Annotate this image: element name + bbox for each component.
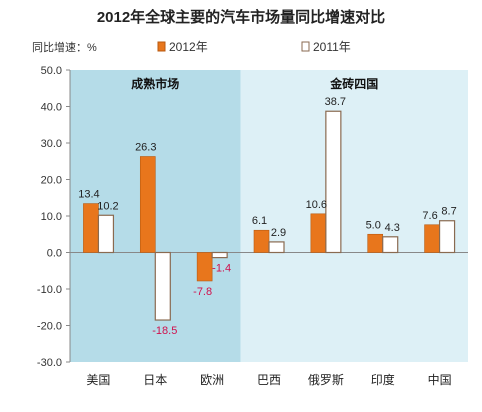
data-label: -7.8 — [193, 286, 212, 298]
category-label: 俄罗斯 — [308, 373, 344, 387]
data-label: -18.5 — [152, 325, 177, 337]
legend-label: 2012年 — [169, 40, 208, 54]
data-label: -1.4 — [212, 263, 231, 275]
bar-2011 — [154, 251, 171, 321]
y-tick-label: -20.0 — [37, 321, 62, 333]
legend-swatch — [301, 41, 310, 52]
y-axis-unit-label: 同比增速：% — [32, 40, 97, 54]
y-tick-label: -10.0 — [37, 284, 62, 296]
category-label: 日本 — [143, 373, 167, 387]
y-tick-label: -30.0 — [37, 357, 62, 369]
y-tick-label: 0.0 — [47, 248, 62, 260]
category-label: 中国 — [428, 372, 452, 387]
legend-label: 2011年 — [313, 40, 351, 54]
y-tick-label: 50.0 — [41, 65, 62, 77]
y-tick-label: 40.0 — [41, 102, 62, 114]
data-label: 38.7 — [325, 96, 346, 108]
data-label: 2.9 — [271, 227, 286, 239]
bar-2011 — [438, 220, 456, 254]
data-label: 5.0 — [366, 219, 381, 231]
bar-2012 — [253, 229, 270, 253]
bar-2011 — [325, 110, 342, 254]
bar-2012 — [367, 233, 384, 253]
plot-area: 成熟市场 金砖四国 50.0 40.0 30.0 20.0 10.0 0.0 -10.0 -20.… — [37, 65, 468, 387]
chart-title: 2012年全球主要的汽车市场量同比增速对比 — [97, 8, 385, 26]
bar-2012 — [424, 224, 440, 253]
group-label: 成熟市场 — [131, 76, 179, 91]
bar-2012 — [310, 213, 327, 253]
category-label: 巴西 — [257, 373, 281, 387]
bar-2011 — [97, 214, 115, 254]
legend-swatch — [157, 41, 166, 52]
bar-2011 — [211, 251, 228, 259]
category-label: 美国 — [86, 373, 110, 387]
legend: 2012年 2011年 — [157, 40, 351, 54]
data-label: 10.2 — [97, 200, 118, 212]
group-label: 金砖四国 — [329, 76, 378, 91]
bar-2012 — [196, 252, 213, 282]
data-label: 8.7 — [441, 206, 456, 218]
bar-2011 — [268, 241, 285, 254]
group-band-2 — [240, 70, 468, 362]
bar-2012 — [139, 156, 156, 253]
y-tick-label: 10.0 — [41, 211, 62, 223]
category-label: 欧洲 — [200, 373, 224, 387]
data-label: 7.6 — [422, 210, 437, 222]
data-label: 10.6 — [306, 199, 327, 211]
data-label: 26.3 — [135, 142, 156, 154]
category-label: 印度 — [371, 372, 395, 387]
bar-2011 — [382, 236, 399, 254]
y-tick-label: 20.0 — [41, 175, 62, 187]
data-label: 13.4 — [78, 189, 99, 201]
data-label: 6.1 — [252, 215, 267, 227]
y-tick-label: 30.0 — [41, 138, 62, 150]
data-label: 4.3 — [385, 222, 400, 234]
bar-2012 — [83, 203, 99, 253]
